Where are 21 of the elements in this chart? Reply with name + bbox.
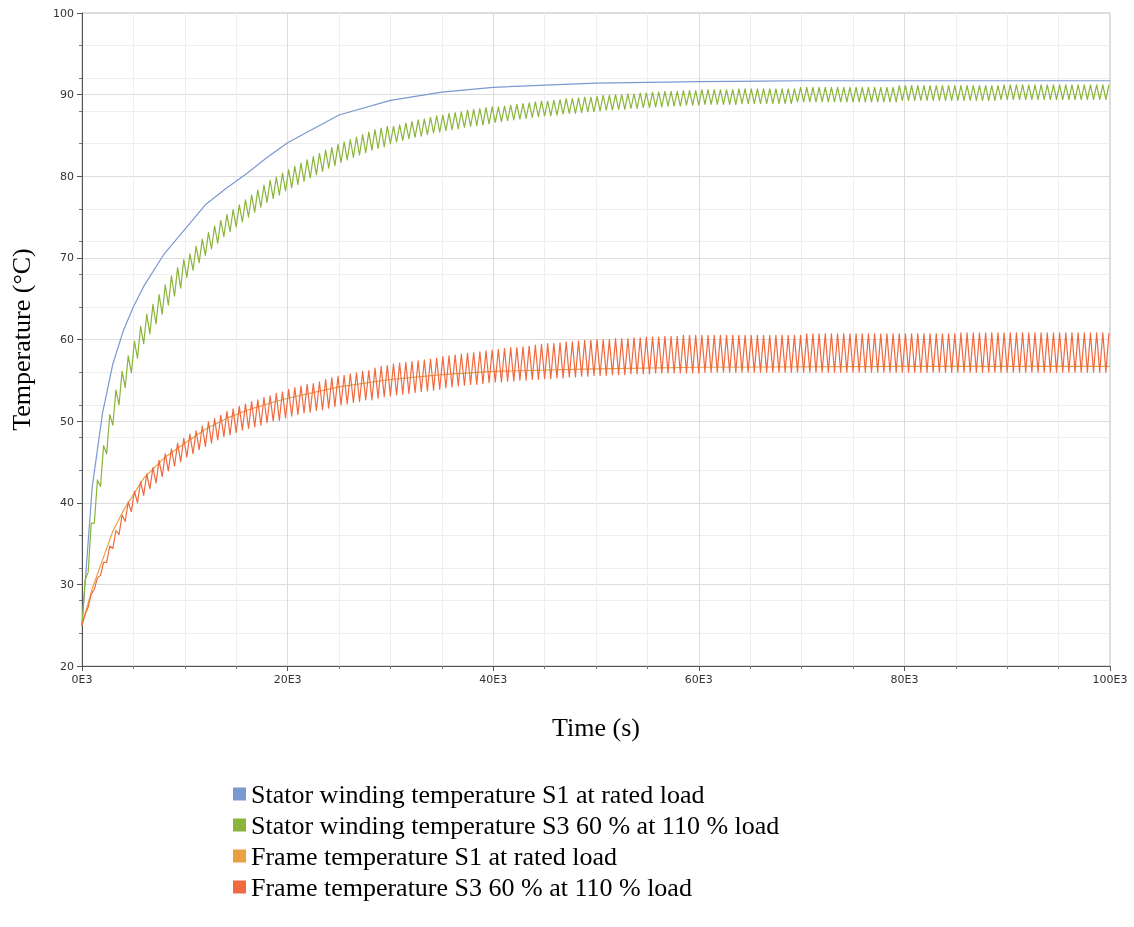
y-tick-label: 50 xyxy=(60,414,74,428)
x-axis-title: Time (s) xyxy=(552,712,640,742)
legend-label: Stator winding temperature S3 60 % at 110 % load xyxy=(251,810,780,840)
y-tick-label: 20 xyxy=(60,659,74,673)
x-tick-label: 40E3 xyxy=(479,673,508,686)
x-tick-label: 100E3 xyxy=(1092,673,1128,686)
y-tick-label: 30 xyxy=(60,577,74,591)
x-tick-label: 0E3 xyxy=(71,673,93,686)
x-tick-label: 60E3 xyxy=(684,673,713,686)
legend-label: Frame temperature S3 60 % at 110 % load xyxy=(251,872,692,902)
legend-label: Stator winding temperature S1 at rated load xyxy=(251,779,705,809)
x-tick-label: 20E3 xyxy=(273,673,302,686)
y-tick-label: 100 xyxy=(53,6,74,20)
y-axis-title: Temperature (°C) xyxy=(6,248,36,431)
y-tick-label: 40 xyxy=(60,496,74,510)
y-tick-label: 90 xyxy=(60,88,74,102)
y-tick-label: 70 xyxy=(60,251,74,265)
legend-label: Frame temperature S1 at rated load xyxy=(251,841,618,871)
x-tick-label: 80E3 xyxy=(890,673,919,686)
y-tick-label: 80 xyxy=(60,169,74,183)
y-tick-label: 60 xyxy=(60,333,74,346)
